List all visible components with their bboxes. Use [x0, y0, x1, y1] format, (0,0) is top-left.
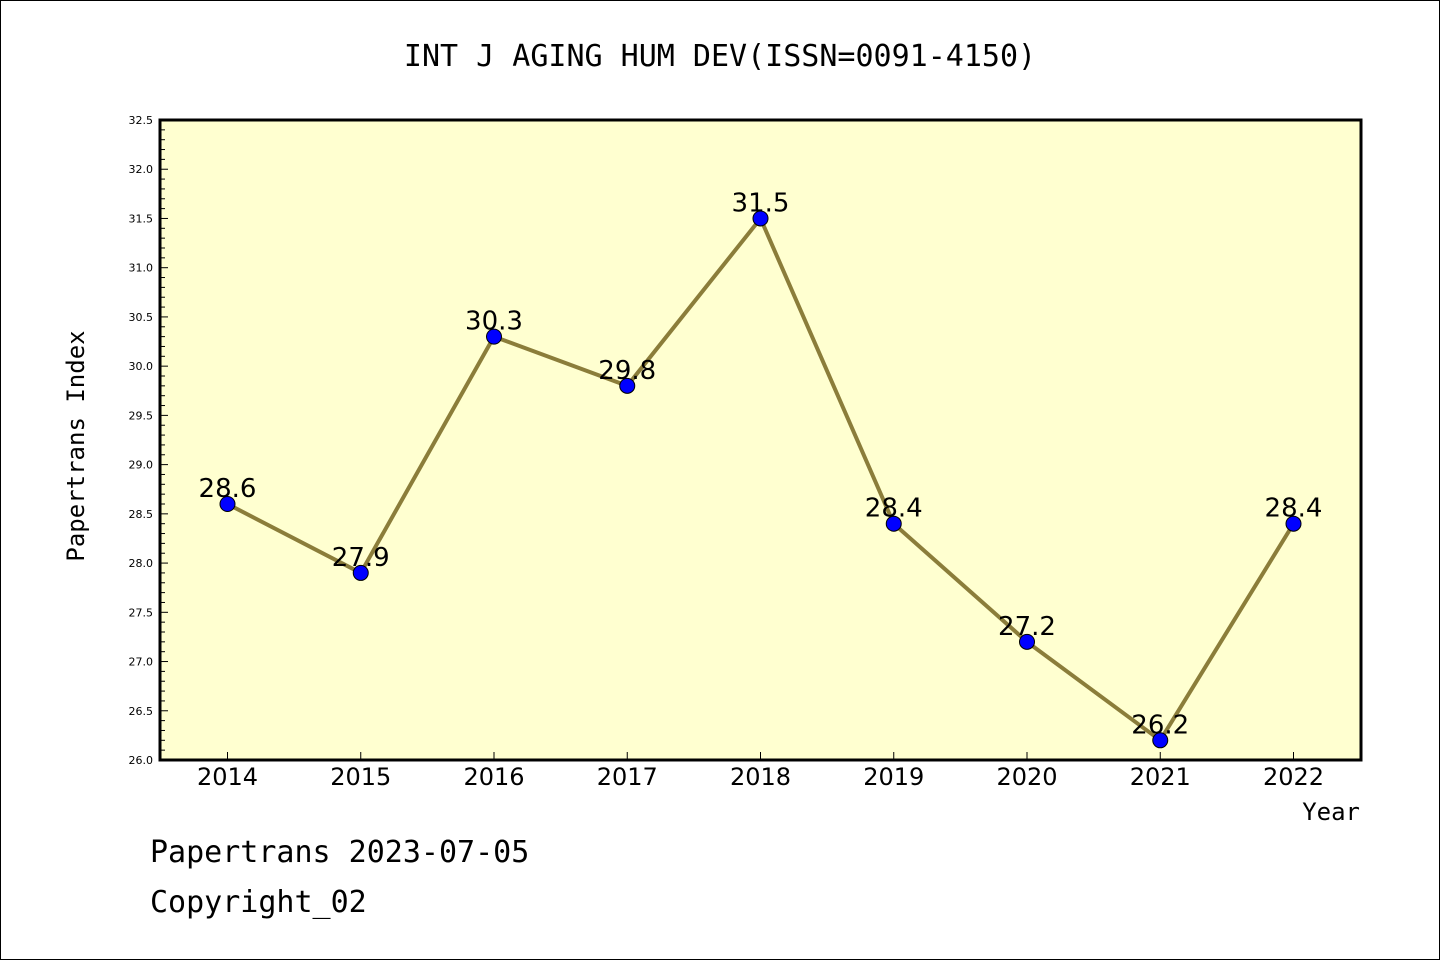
data-label: 28.4 — [865, 494, 923, 524]
y-tick-label: 30.0 — [129, 360, 154, 373]
plot-area — [160, 120, 1361, 760]
data-label: 26.2 — [1131, 710, 1189, 740]
x-tick-label: 2020 — [996, 763, 1057, 791]
data-label: 30.3 — [465, 307, 523, 337]
data-point — [352, 564, 369, 581]
x-axis: 2014 2015 2016 2017 2018 2019 2020 2021 2022 — [197, 752, 1324, 791]
x-tick-label: 2021 — [1130, 763, 1191, 791]
x-tick-label: 2014 — [197, 763, 258, 791]
footer-copyright: Copyright_02 — [150, 885, 367, 920]
y-tick-label: 29.5 — [129, 409, 154, 422]
data-point — [486, 328, 502, 345]
y-tick-label: 27.0 — [129, 656, 154, 669]
y-tick-label: 32.0 — [129, 163, 154, 176]
x-axis-label: Year — [1302, 798, 1360, 826]
x-tick-label: 2015 — [330, 763, 391, 791]
x-tick-label: 2017 — [597, 763, 658, 791]
x-tick-label: 2018 — [730, 763, 791, 791]
y-axis-label: Papertrans Index — [62, 330, 90, 561]
y-axis: 26.0 26.5 27.0 27.5 28.0 28.5 29.0 29.5 30.0 30.5… — [129, 114, 168, 767]
data-point — [885, 515, 902, 532]
data-point — [219, 496, 236, 512]
data-point — [752, 210, 769, 227]
x-tick-label: 2019 — [863, 763, 924, 791]
chart-title: INT J AGING HUM DEV(ISSN=0091-4150) — [404, 39, 1036, 74]
data-label: 27.9 — [332, 543, 390, 573]
data-point — [1019, 633, 1035, 650]
footer-date: Papertrans 2023-07-05 — [150, 835, 530, 870]
y-tick-label: 32.5 — [129, 114, 154, 127]
data-point — [619, 377, 636, 394]
y-tick-label: 30.5 — [129, 311, 154, 324]
data-label: 29.8 — [598, 356, 656, 386]
y-tick-label: 26.5 — [129, 705, 154, 718]
data-label: 28.4 — [1265, 494, 1323, 524]
data-point — [1285, 515, 1302, 532]
data-point — [1152, 732, 1169, 749]
y-tick-label: 29.0 — [129, 459, 154, 472]
y-tick-label: 28.5 — [129, 508, 154, 521]
y-tick-label: 28.0 — [129, 557, 154, 570]
y-tick-label: 31.5 — [129, 212, 154, 225]
x-tick-label: 2022 — [1263, 763, 1324, 791]
data-label: 31.5 — [732, 188, 790, 218]
y-tick-label: 27.5 — [129, 606, 154, 619]
y-tick-label: 31.0 — [129, 262, 154, 275]
data-points — [219, 210, 1302, 749]
data-labels: 28.6 27.9 30.3 29.8 31.5 28.4 27.2 26.2 28.4 — [199, 188, 1323, 740]
data-label: 27.2 — [998, 612, 1056, 642]
plot-border — [158, 118, 1363, 762]
y-tick-label: 26.0 — [129, 754, 154, 767]
data-label: 28.6 — [199, 474, 257, 504]
x-tick-label: 2016 — [463, 763, 524, 791]
